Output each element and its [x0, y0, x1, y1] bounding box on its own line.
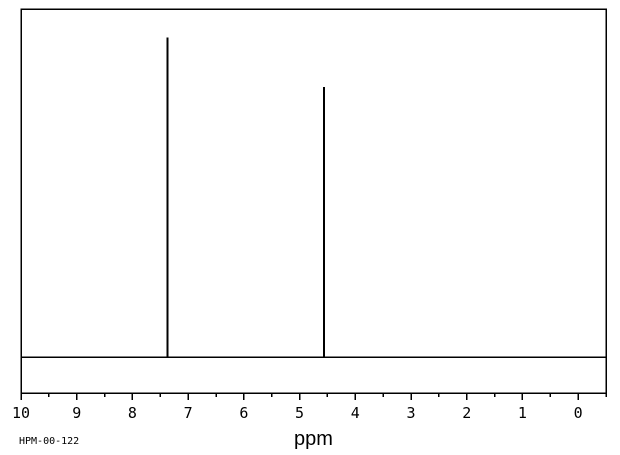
- x-axis-label: ppm: [294, 428, 333, 450]
- x-axis-tick-label: 0: [574, 404, 583, 422]
- x-axis-tick-label: 8: [128, 404, 137, 422]
- x-axis-tick-label: 9: [72, 404, 81, 422]
- x-axis-tick-label: 4: [351, 404, 360, 422]
- x-axis-tick-label: 10: [12, 404, 30, 422]
- x-axis-tick-label: 3: [406, 404, 415, 422]
- x-axis-tick-label: 5: [295, 404, 304, 422]
- x-axis-tick-label: 1: [518, 404, 527, 422]
- plot-border: [20, 8, 607, 394]
- x-axis-tick-label: 6: [239, 404, 248, 422]
- x-axis-tick-label: 7: [184, 404, 193, 422]
- x-axis-tick-label: 2: [462, 404, 471, 422]
- sample-id-label: HPM-00-122: [19, 436, 80, 447]
